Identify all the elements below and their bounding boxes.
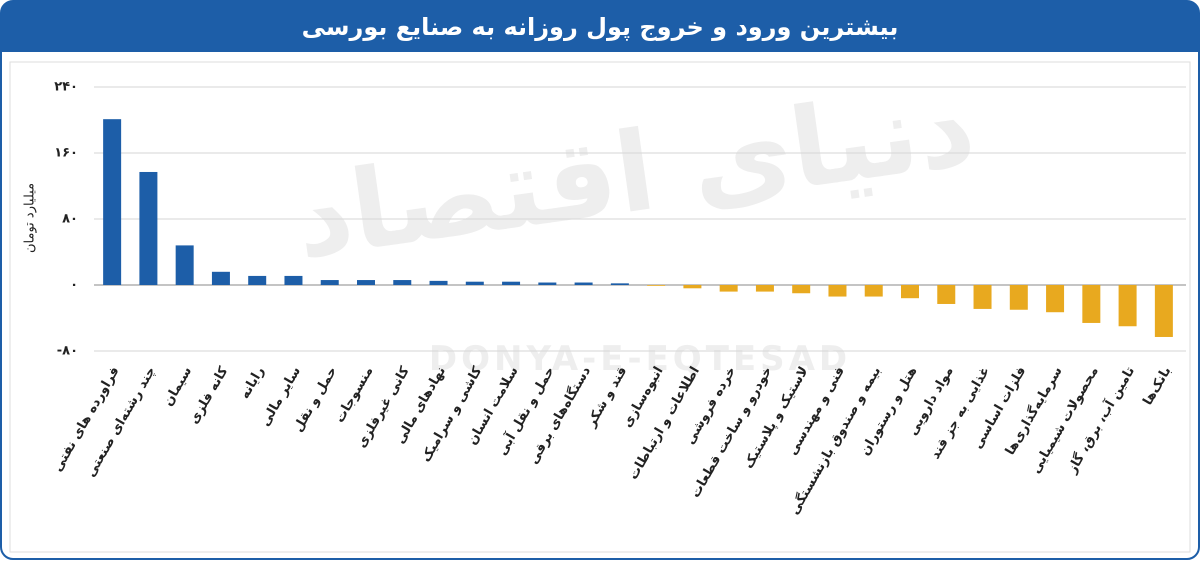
y-axis-label: میلیارد تومان: [23, 183, 38, 253]
bar: [211, 271, 230, 285]
bar: [1046, 285, 1065, 313]
bar: [429, 280, 448, 285]
bar: [610, 283, 629, 285]
bar: [465, 281, 484, 285]
bar: [828, 285, 847, 297]
bar: [937, 285, 956, 304]
bar: [538, 282, 557, 285]
bar: [320, 280, 339, 285]
bar: [1154, 285, 1173, 337]
y-tick-label: ۸۰: [62, 212, 78, 227]
y-tick-label: ۱۶۰: [54, 146, 78, 161]
bar: [175, 245, 194, 285]
bar: [502, 281, 521, 285]
bar: [647, 285, 666, 286]
bar: [574, 282, 593, 285]
bar: [864, 285, 883, 297]
bar: [393, 280, 412, 285]
chart-title: بیشترین ورود و خروج پول روزانه به صنایع …: [302, 13, 899, 41]
bar: [901, 285, 919, 299]
bar: [683, 285, 702, 289]
bar: [139, 171, 158, 285]
bar: [284, 275, 303, 285]
bar: [1118, 285, 1137, 327]
y-tick-label: ۰: [70, 278, 78, 293]
bar: [973, 285, 992, 309]
bar: [1082, 285, 1101, 323]
y-tick-label: -۸۰: [57, 344, 78, 359]
bar: [357, 280, 375, 285]
bar: [103, 119, 122, 285]
watermark: DONYA-E-EQTESAD: [429, 339, 851, 379]
bar: [755, 285, 774, 292]
bar: [1009, 285, 1028, 310]
bar: [248, 275, 267, 285]
bar: [792, 285, 811, 294]
plot-frame: [9, 61, 1191, 553]
title-bar: [1, 1, 1199, 52]
bar: [719, 285, 738, 292]
y-tick-label: ۲۴۰: [54, 80, 78, 95]
